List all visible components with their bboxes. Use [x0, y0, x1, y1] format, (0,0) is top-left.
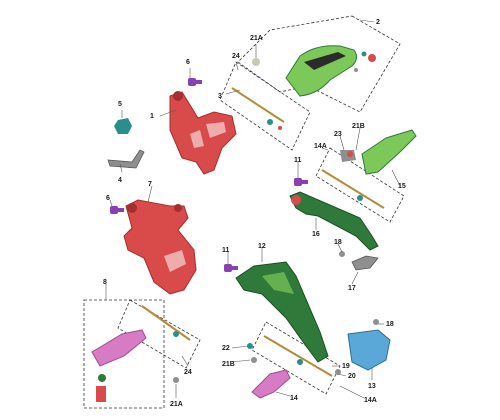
- callout-16: 16: [312, 231, 320, 238]
- part-6-bolt-upper: [188, 78, 202, 86]
- part-11-bolt-lower: [224, 264, 238, 272]
- callout-21A-lower: 21A: [170, 401, 183, 408]
- part-14-footpeg: [251, 369, 291, 399]
- callout-4: 4: [118, 177, 122, 184]
- part-12-rear-bracket: [235, 261, 329, 363]
- callout-20: 20: [348, 373, 356, 380]
- callout-24-upper: 24: [232, 53, 240, 60]
- part-16-shift-arm: [289, 191, 379, 251]
- callout-14A-lower: 14A: [364, 397, 377, 404]
- callout-21A-upper: 21A: [250, 35, 263, 42]
- part-1-rearset-bracket: [169, 91, 237, 175]
- part-23-connector: [340, 150, 356, 162]
- callout-1: 1: [150, 113, 154, 120]
- part-13-heel-guard: [347, 329, 391, 371]
- part-4-bracket: [107, 149, 145, 169]
- assembly-box-24: [117, 299, 201, 369]
- part-7-rearset-bracket: [123, 199, 197, 295]
- leader-lines: [105, 19, 401, 399]
- callout-12: 12: [258, 243, 266, 250]
- callout-24-lower: 24: [184, 369, 192, 376]
- callout-3: 3: [218, 93, 222, 100]
- part-11-bolt-upper: [294, 178, 308, 186]
- callout-23: 23: [334, 131, 342, 138]
- part-2-footpeg: [285, 45, 376, 97]
- callout-19: 19: [342, 363, 350, 370]
- hardware-bolts: [141, 58, 385, 383]
- assembly-box-8: [83, 299, 165, 409]
- callout-15: 15: [398, 183, 406, 190]
- callout-21B-upper: 21B: [352, 123, 365, 130]
- callout-14A-upper: 14A: [314, 143, 327, 150]
- callout-11-lower: 11: [222, 247, 230, 254]
- callout-11-upper: 11: [294, 157, 302, 164]
- callout-13: 13: [368, 383, 376, 390]
- part-8-footpeg-assembly: [91, 329, 147, 402]
- callout-22: 22: [222, 345, 230, 352]
- callout-8: 8: [103, 279, 107, 286]
- callout-7: 7: [148, 181, 152, 188]
- part-5-nut: [114, 118, 132, 134]
- callout-14: 14: [290, 395, 298, 402]
- callout-18-upper: 18: [334, 239, 342, 246]
- callout-17: 17: [348, 285, 356, 292]
- part-15-footpeg: [361, 129, 417, 175]
- callout-5: 5: [118, 101, 122, 108]
- callout-2: 2: [376, 19, 380, 26]
- callout-6-upper: 6: [186, 59, 190, 66]
- callout-6-lower: 6: [106, 195, 110, 202]
- assembly-box-3: [219, 61, 311, 151]
- callout-21B-lower: 21B: [222, 361, 235, 368]
- assembly-box-14A-upper: [315, 147, 405, 223]
- part-6-bolt-lower: [110, 206, 124, 214]
- callout-18-lower: 18: [386, 321, 394, 328]
- part-17-pedal-tip: [351, 255, 379, 271]
